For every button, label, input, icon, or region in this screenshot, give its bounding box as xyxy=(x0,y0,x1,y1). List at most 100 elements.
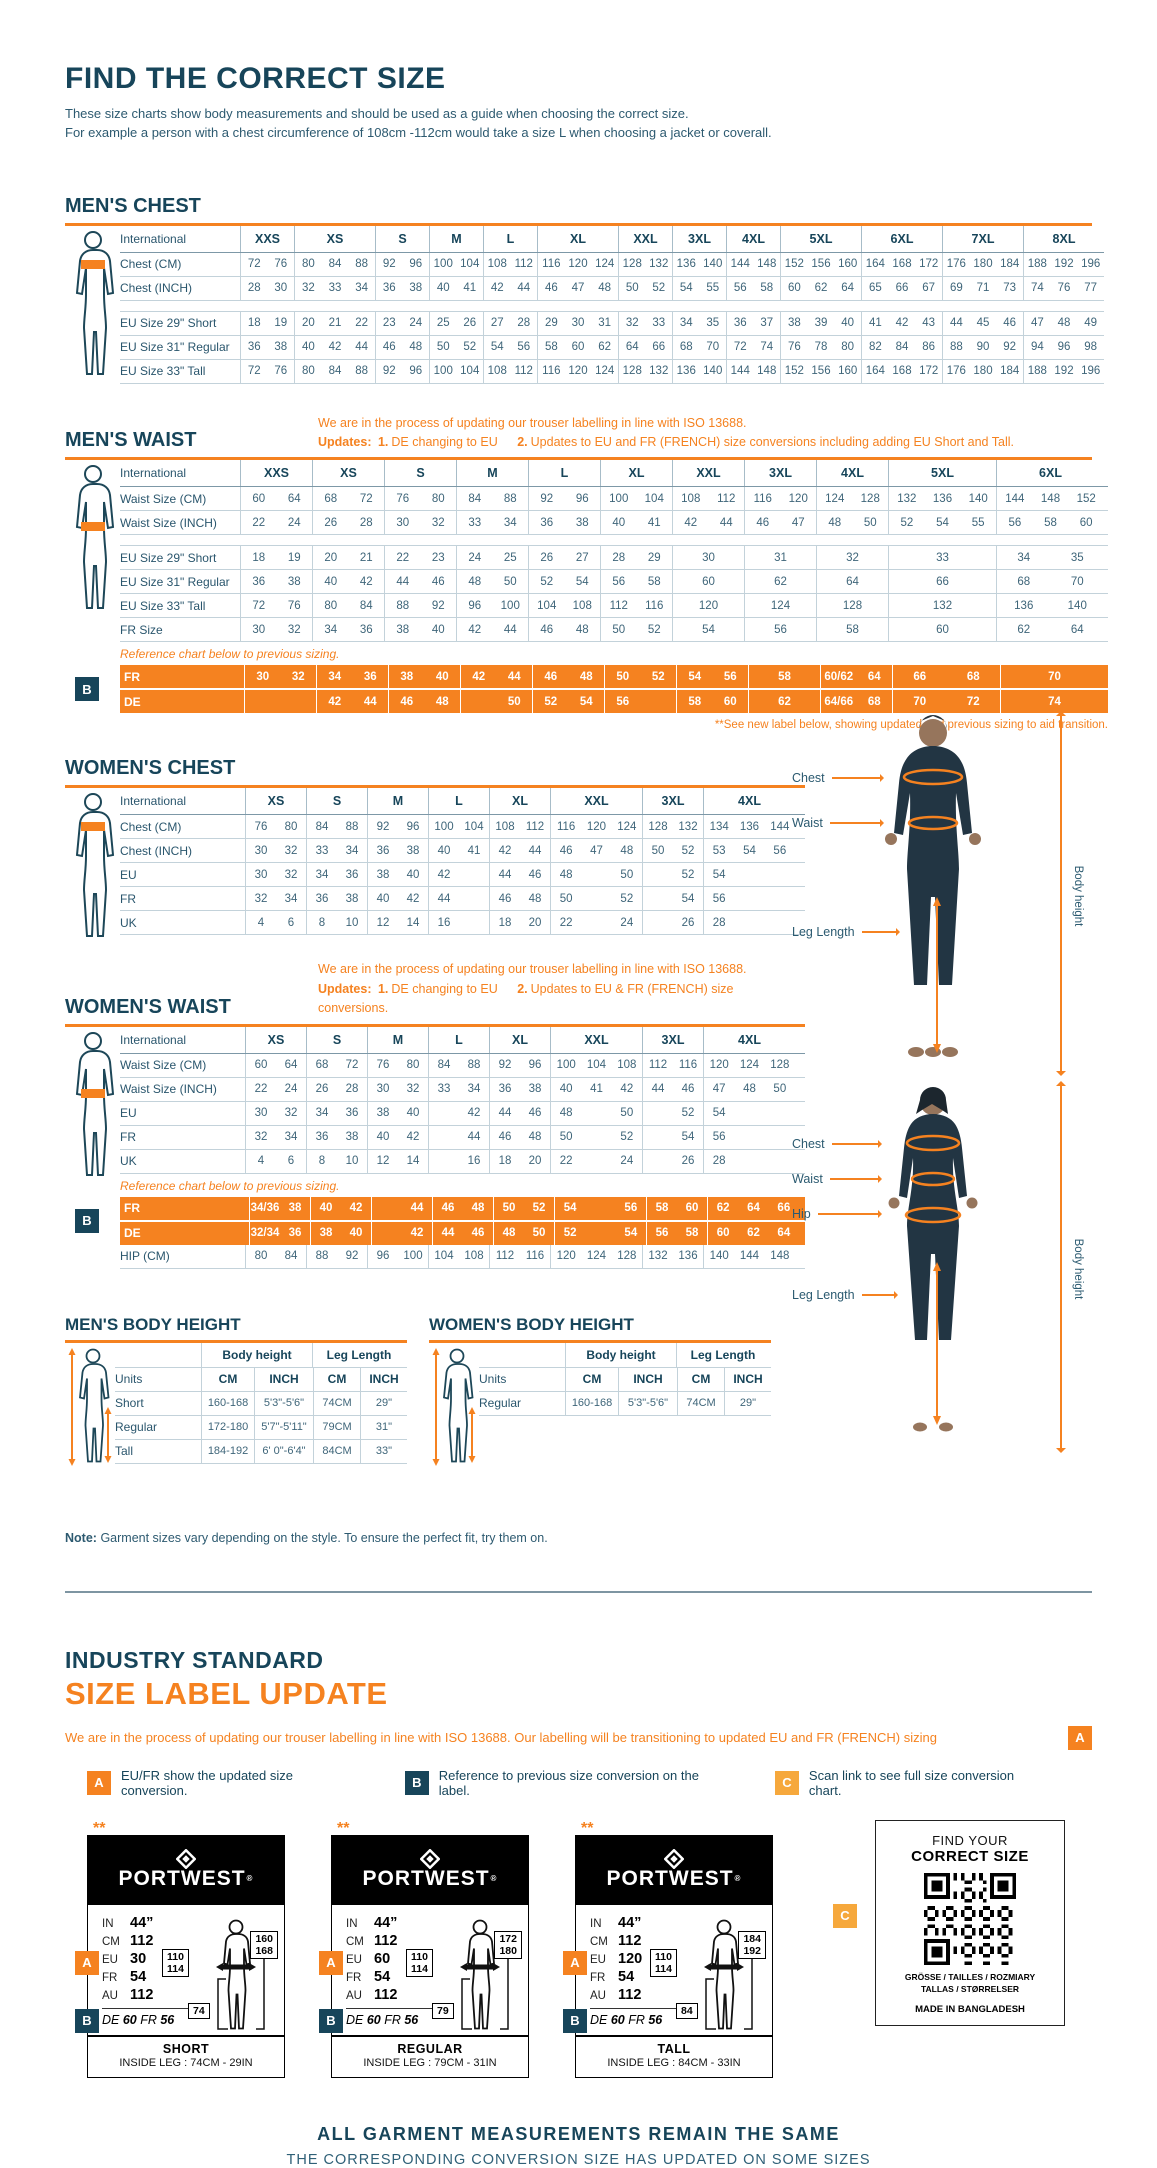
size-value: 72 xyxy=(247,365,261,378)
size-value: 62 xyxy=(778,695,791,708)
units-label: Units xyxy=(479,1372,507,1387)
table-row: DE 32/34 36 38 40 42 44 46 48 50 52 54 56 58 60 62 64 xyxy=(120,1219,805,1245)
size-name: 4XL xyxy=(841,466,864,481)
size-value: 108 xyxy=(495,820,515,833)
size-cell-group: 70 72 xyxy=(892,690,1000,714)
size-value: 64 xyxy=(1070,623,1084,636)
size-column-header: XXL xyxy=(672,460,744,487)
size-cell-group: 82 84 86 xyxy=(861,335,942,359)
mens-body-height-table-wrap: Body height Leg Length Units CM INCH CM INCH Sh… xyxy=(65,1339,407,1467)
size-value: 49 xyxy=(1084,317,1098,330)
size-cell-group: 108 112 xyxy=(483,359,537,383)
size-value: 44 xyxy=(719,516,733,529)
size-cell-group: 30 xyxy=(672,546,744,570)
size-value: 54 xyxy=(563,1202,577,1215)
size-value: 38 xyxy=(319,1227,333,1240)
size-value: 136 xyxy=(932,492,953,505)
lower-area: WOMEN'S CHEST International XS S M L XL XXL 3XL… xyxy=(65,711,1092,1545)
size-value: 50 xyxy=(651,844,665,857)
size-value: 47 xyxy=(791,516,805,529)
size-value: 40 xyxy=(435,670,449,683)
size-value: 64 xyxy=(867,670,881,683)
size-value: 128 xyxy=(622,258,642,271)
size-value: 27 xyxy=(575,551,589,564)
size-value: 24 xyxy=(620,916,634,929)
previous-size-row: DE 60 FR 56 xyxy=(590,2007,686,2027)
reference-note: Reference chart below to previous sizing… xyxy=(120,647,340,662)
size-cell-group: 56 58 xyxy=(646,1221,707,1245)
languages-line-1: GRÖSSE / TAILLES / ROZMIARY xyxy=(904,1971,1036,1982)
size-value: 140 xyxy=(1067,599,1087,612)
size-value: 70 xyxy=(706,341,720,354)
size-value: 65 xyxy=(868,282,882,295)
size-value: 80 xyxy=(301,365,315,378)
size-value: 176 xyxy=(946,365,966,378)
size-value: 27 xyxy=(490,317,504,330)
size-cell-group: 32 34 xyxy=(245,887,306,911)
size-value: 188 xyxy=(1027,258,1047,271)
chest-label: Chest xyxy=(792,1137,825,1152)
size-cell-group: 50 52 xyxy=(493,1196,554,1220)
size-value: 28 xyxy=(612,551,626,564)
size-cell-group: 74 xyxy=(1000,690,1108,714)
mens-waist-update-note: We are in the process of updating our tr… xyxy=(318,414,1030,453)
a-badge: A xyxy=(319,1950,343,1975)
size-cell-group: 36 37 xyxy=(726,311,780,335)
size-value: 94 xyxy=(1030,341,1044,354)
size-cell-group: 60 64 xyxy=(245,1053,306,1077)
size-value: 44 xyxy=(949,317,963,330)
size-cell-group: 36 38 xyxy=(306,1125,367,1149)
size-value: 32 xyxy=(287,623,301,636)
previous-size-row: DE 60 FR 56 xyxy=(102,2007,198,2027)
size-value: 44 xyxy=(503,623,517,636)
size-value: 196 xyxy=(1081,258,1101,271)
qr-code-icon xyxy=(924,1872,1016,1965)
size-cell-group: 38 40 xyxy=(388,665,460,689)
size-value: 124 xyxy=(586,1250,607,1263)
note-line: Note: Garment sizes vary depending on th… xyxy=(65,1531,805,1545)
size-value: 67 xyxy=(922,282,936,295)
chest-measure-label: Chest xyxy=(792,1137,882,1152)
measure-arrow xyxy=(829,819,884,828)
size-value: 23 xyxy=(382,317,396,330)
size-value: 68 xyxy=(315,1059,329,1072)
size-value: 32 xyxy=(431,516,445,529)
size-name: 5XL xyxy=(931,466,954,481)
size-cell-group: 36 38 xyxy=(240,570,312,594)
size-value: 4 xyxy=(257,916,265,929)
size-value: 92 xyxy=(382,365,396,378)
size-cell-group: 46 47 xyxy=(744,511,816,535)
table-row: EU 30 32 34 36 38 40 42 44 46 48 50 52 54 xyxy=(120,863,805,888)
outline-person-icon xyxy=(75,1031,114,1176)
size-value: 54 xyxy=(712,868,726,881)
size-value: 180 xyxy=(973,365,993,378)
portwest-diamond-icon xyxy=(664,1848,684,1869)
size-cell-group: 65 66 67 xyxy=(861,276,942,300)
size-value: 50 xyxy=(503,575,517,588)
size-cell-group: 72 76 xyxy=(240,594,312,618)
size-cell-group: 16 xyxy=(428,1149,489,1173)
size-value: 124 xyxy=(739,1059,760,1072)
size-value: 84 xyxy=(359,599,373,612)
size-value: 104 xyxy=(644,492,664,505)
size-column-header: 4XL xyxy=(816,460,888,487)
size-value: 100 xyxy=(434,820,454,833)
size-value: 16 xyxy=(437,916,451,929)
size-value: 38 xyxy=(287,575,301,588)
size-value: 32 xyxy=(846,551,859,564)
height-size-box: 172 180 xyxy=(494,1930,522,1959)
size-value: 76 xyxy=(787,341,801,354)
size-value: 52 xyxy=(540,575,554,588)
size-value: 58 xyxy=(647,575,661,588)
size-value: 30 xyxy=(254,868,268,881)
size-column-header: 3XL xyxy=(642,1026,703,1053)
size-cell-group: 44 46 xyxy=(489,1101,550,1125)
bh-value: 5'7"-5'11" xyxy=(254,1415,313,1439)
size-cell-group: 88 92 xyxy=(384,594,456,618)
size-cell-group: 25 26 xyxy=(429,311,483,335)
size-value: 76 xyxy=(376,1059,390,1072)
size-cell-group: 54 xyxy=(642,887,703,911)
size-value: 60 xyxy=(702,575,715,588)
size-cell-group: 44 46 xyxy=(642,1077,703,1101)
size-value: 100 xyxy=(500,599,520,612)
